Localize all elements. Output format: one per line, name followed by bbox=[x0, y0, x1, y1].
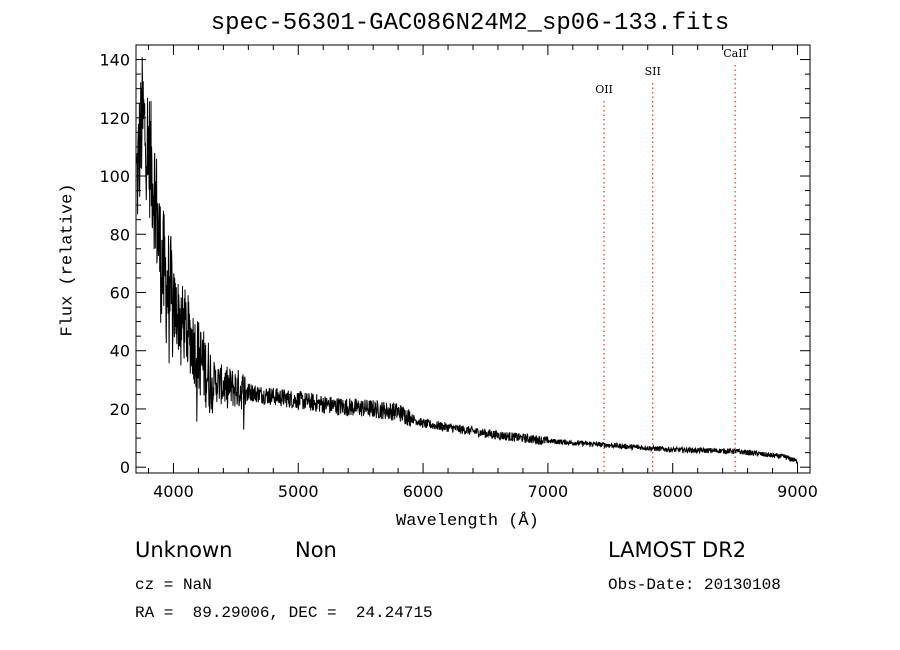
x-tick-label: 9000 bbox=[777, 482, 818, 501]
annotation-label: OII bbox=[595, 83, 613, 96]
y-tick-label: 80 bbox=[110, 225, 130, 244]
plot-frame bbox=[135, 44, 811, 474]
coordinates: RA = 89.29006, DEC = 24.24715 bbox=[135, 604, 433, 622]
annotation-label: CaII bbox=[723, 47, 747, 60]
redshift-value: cz = NaN bbox=[135, 576, 212, 594]
y-tick-label: 0 bbox=[120, 458, 130, 477]
y-tick-label: 20 bbox=[110, 400, 130, 419]
y-tick-label: 100 bbox=[99, 167, 130, 186]
y-tick-label: 120 bbox=[99, 109, 130, 128]
y-tick-label: 40 bbox=[110, 342, 130, 361]
x-tick-label: 8000 bbox=[652, 482, 693, 501]
object-class: Unknown bbox=[135, 538, 233, 562]
spectrum-line bbox=[136, 57, 798, 464]
emission-line-markers bbox=[603, 65, 736, 473]
x-tick-label: 7000 bbox=[528, 482, 569, 501]
object-subclass: Non bbox=[295, 538, 337, 562]
observation-date: Obs-Date: 20130108 bbox=[608, 576, 781, 594]
chart-title: spec-56301-GAC086N24M2_sp06-133.fits bbox=[210, 10, 730, 37]
survey-name: LAMOST DR2 bbox=[608, 538, 747, 562]
annotation-label: SII bbox=[645, 65, 661, 78]
x-tick-label: 4000 bbox=[153, 482, 194, 501]
annotation-labels: OII SII CaII bbox=[595, 47, 747, 96]
axis-ticks bbox=[136, 44, 810, 473]
tick-labels: 4000 5000 6000 7000 8000 9000 0 20 40 60 80 100 120 1… bbox=[99, 51, 817, 501]
x-tick-label: 6000 bbox=[403, 482, 444, 501]
x-axis-label: Wavelength (Å) bbox=[396, 512, 539, 531]
x-tick-label: 5000 bbox=[278, 482, 319, 501]
y-tick-label: 60 bbox=[110, 283, 130, 302]
y-axis-label: Flux (relative) bbox=[58, 183, 78, 337]
y-tick-label: 140 bbox=[99, 51, 130, 70]
